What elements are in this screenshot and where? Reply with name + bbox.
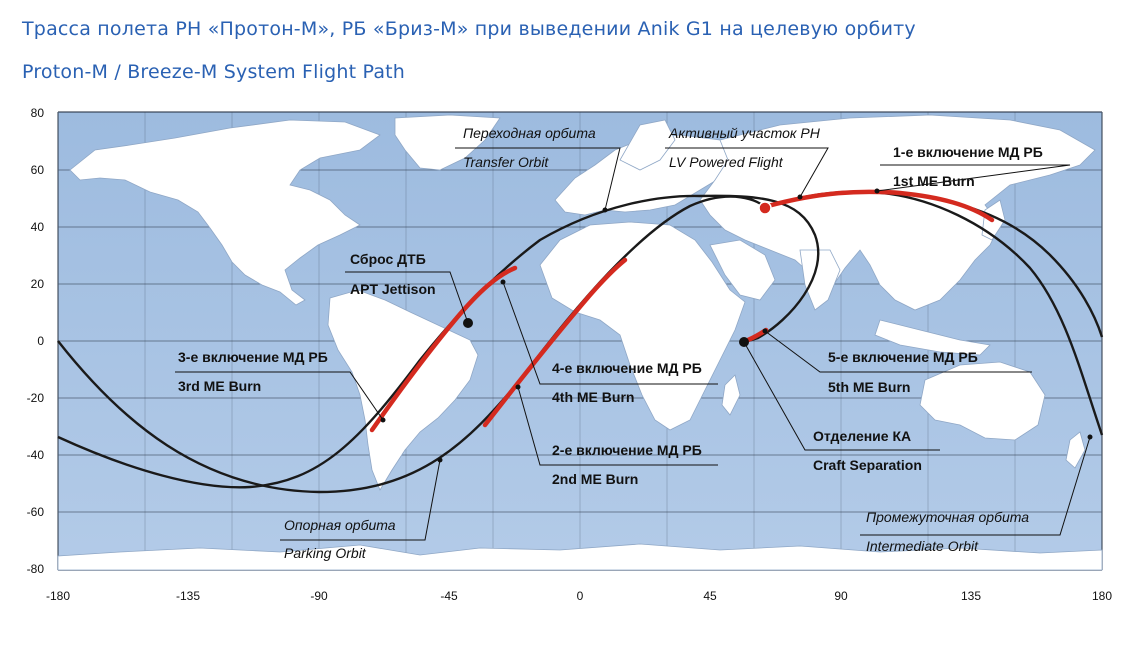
new-zealand [1065, 431, 1086, 469]
x-tick: 90 [834, 589, 848, 603]
y-tick: 20 [31, 277, 45, 291]
burn-5-label-ru: 5-е включение МД РБ [828, 349, 978, 365]
x-tick: 135 [961, 589, 981, 603]
scandinavia [619, 119, 676, 171]
parking-orbit-line [57, 194, 820, 489]
intermediate-orbit-line [57, 195, 767, 494]
apt-label-en: APT Jettison [350, 281, 436, 297]
x-tick: 0 [577, 589, 584, 603]
australia [919, 361, 1046, 441]
burn-1 [765, 189, 995, 223]
burn-1-label-ru: 1-е включение МД РБ [893, 144, 1043, 160]
y-axis-ticks: 80 60 40 20 0 -20 -40 -60 -80 [27, 106, 45, 576]
madagascar [721, 374, 741, 416]
x-tick: 45 [703, 589, 717, 603]
burn-4 [482, 257, 628, 428]
indonesia [874, 319, 991, 356]
separation-label-en: Craft Separation [813, 457, 922, 473]
asia [699, 114, 1096, 311]
x-tick: -45 [440, 589, 458, 603]
engine-burns [369, 189, 995, 433]
burn-2-label-en: 2nd ME Burn [552, 471, 638, 487]
y-tick: -40 [27, 448, 45, 462]
burn-5-label-en: 5th ME Burn [828, 379, 910, 395]
y-tick: -60 [27, 505, 45, 519]
burn-3-label-ru: 3-е включение МД РБ [178, 349, 328, 365]
callouts: Переходная орбита Transfer Orbit Активны… [178, 125, 1043, 561]
launch-site-marker [758, 201, 772, 215]
antarctica [57, 543, 1103, 571]
north-america [69, 119, 381, 306]
burn-2-label-ru: 2-е включение МД РБ [552, 442, 702, 458]
y-tick: 60 [31, 163, 45, 177]
y-tick: -80 [27, 562, 45, 576]
y-tick: -20 [27, 391, 45, 405]
lv-powered-label-en: LV Powered Flight [669, 154, 784, 170]
x-axis-ticks: -180 -135 -90 -45 0 45 90 135 180 [46, 589, 1112, 603]
burn-4-label-en: 4th ME Burn [552, 389, 634, 405]
parking-orbit-label-ru: Опорная орбита [284, 517, 396, 533]
y-tick: 80 [31, 106, 45, 120]
intermediate-orbit-label-ru: Промежуточная орбита [866, 509, 1029, 525]
burn-3 [369, 265, 518, 433]
x-tick: -135 [176, 589, 200, 603]
burn-3-label-en: 3rd ME Burn [178, 378, 261, 394]
title-english: Proton-M / Breeze-M System Flight Path [22, 61, 406, 83]
leader-lines [175, 147, 1091, 541]
africa [539, 221, 746, 431]
apt-label-ru: Сброс ДТБ [350, 251, 426, 267]
x-tick: 180 [1092, 589, 1112, 603]
x-tick: -90 [310, 589, 328, 603]
title-russian: Трасса полета РН «Протон-М», РБ «Бриз-М»… [22, 18, 916, 40]
transfer-orbit-label-en: Transfer Orbit [463, 154, 549, 170]
y-tick: 0 [37, 334, 44, 348]
transfer-orbit-label-ru: Переходная орбита [463, 125, 596, 141]
greenland [394, 114, 501, 171]
lv-powered-label-ru: Активный участок РН [668, 125, 821, 141]
india [799, 249, 841, 311]
burn-4-label-ru: 4-е включение МД РБ [552, 360, 702, 376]
arabia [709, 239, 776, 301]
intermediate-orbit-label-en: Intermediate Orbit [866, 538, 979, 554]
parking-orbit-label-en: Parking Orbit [284, 545, 367, 561]
separation-label-ru: Отделение КА [813, 428, 911, 444]
x-tick: -180 [46, 589, 70, 603]
burn-1-label-en: 1st ME Burn [893, 173, 975, 189]
y-tick: 40 [31, 220, 45, 234]
